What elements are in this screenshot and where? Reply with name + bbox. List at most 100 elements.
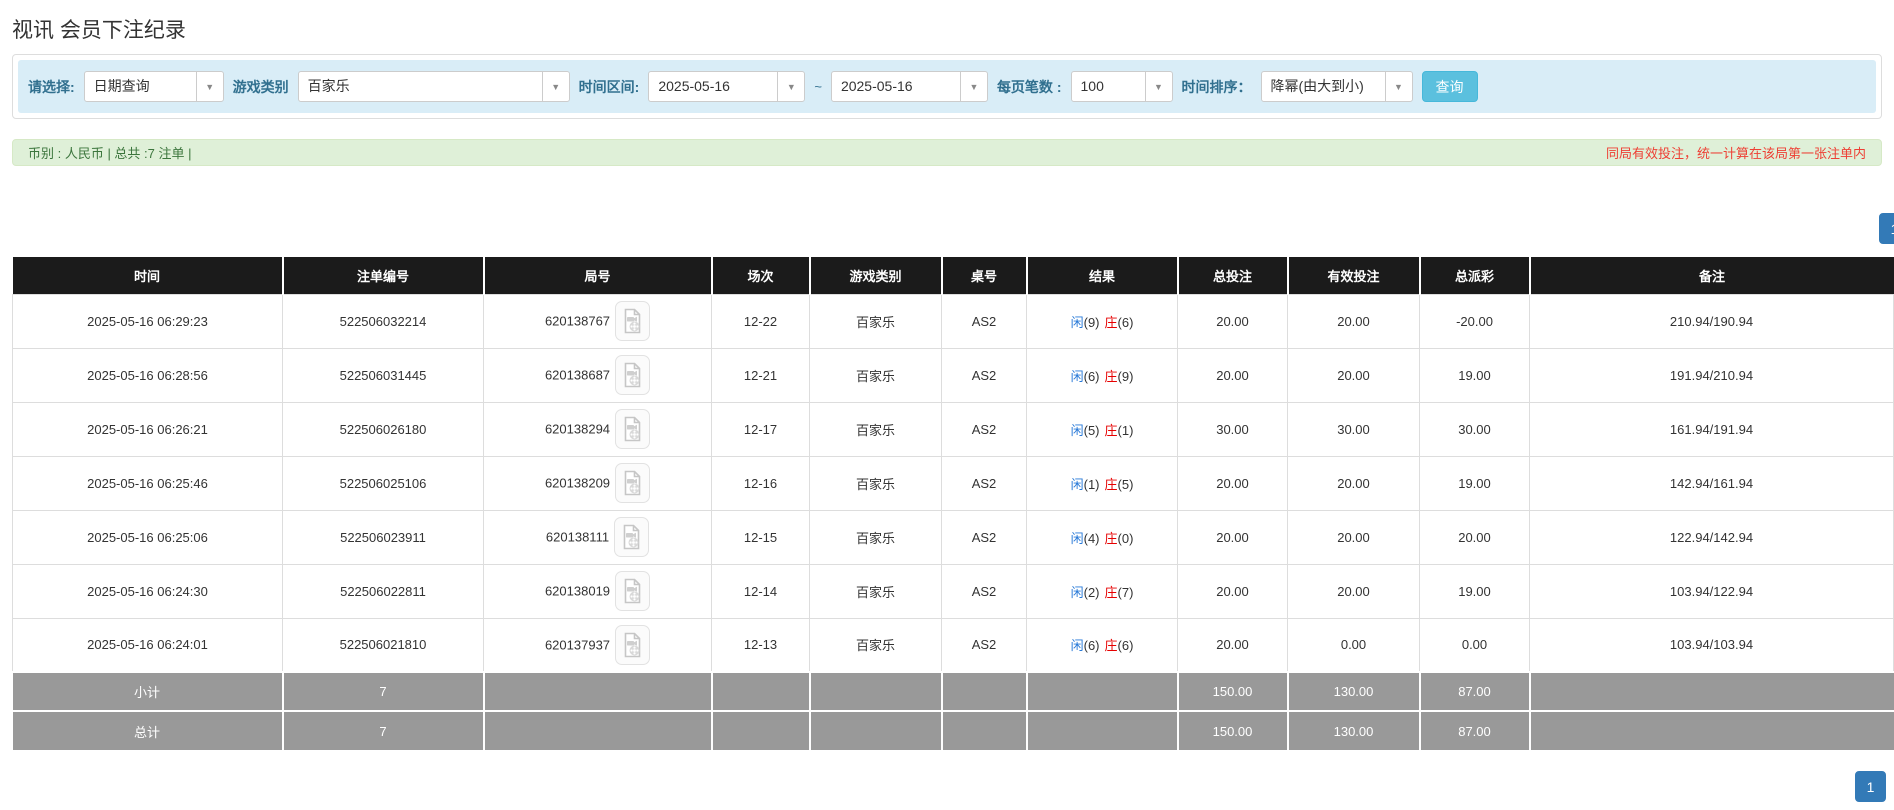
chevron-down-icon: ▼	[1144, 72, 1172, 101]
table-header-row: 时间 注单编号 局号 场次 游戏类别 桌号 结果 总投注 有效投注 总派彩 备注	[12, 257, 1894, 295]
table-row: 2025-05-16 06:25:06 522506023911 6201381…	[12, 509, 1894, 565]
payout-cell: 19.00	[1419, 347, 1530, 403]
banker-label: 庄	[1104, 584, 1118, 600]
total-label: 总计	[12, 710, 284, 750]
banker-label: 庄	[1104, 638, 1118, 654]
total-bet-cell: 20.00	[1177, 509, 1288, 565]
game-type-cell: 百家乐	[809, 347, 942, 403]
table-no-cell: AS2	[941, 293, 1027, 349]
player-score: (6)	[1083, 368, 1100, 384]
game-type-select[interactable]: 百家乐 ▼	[297, 71, 570, 102]
round-id-cell: 620138687	[483, 347, 712, 403]
total-bet-cell: 20.00	[1177, 617, 1288, 673]
player-label: 闲	[1070, 638, 1084, 654]
round-id-cell: 620138209	[483, 455, 712, 511]
video-replay-icon[interactable]	[615, 624, 651, 665]
date-to-value: 2025-05-16	[840, 78, 913, 94]
table-row: 2025-05-16 06:25:46 522506025106 6201382…	[12, 455, 1894, 511]
chevron-down-icon: ▼	[1384, 72, 1412, 101]
page-1-button[interactable]: 1	[1855, 771, 1886, 802]
video-replay-icon[interactable]	[615, 301, 651, 341]
video-replay-icon[interactable]	[615, 463, 651, 503]
valid-bet-cell: 20.00	[1287, 509, 1420, 565]
total-payout: 87.00	[1419, 710, 1531, 750]
query-type-label: 请选择:	[28, 78, 75, 95]
payout-cell: 19.00	[1419, 455, 1530, 511]
search-button[interactable]: 查询	[1421, 71, 1478, 102]
banker-score: (1)	[1117, 422, 1134, 438]
header-remark: 备注	[1529, 257, 1894, 295]
valid-bet-notice-text: 同局有效投注，统一计算在该局第一张注单内	[1605, 146, 1866, 161]
bet-id-cell: 522506022811	[282, 563, 484, 619]
remark-cell: 142.94/161.94	[1529, 455, 1894, 511]
table-no-cell: AS2	[941, 347, 1027, 403]
header-time: 时间	[12, 257, 284, 295]
header-session: 场次	[711, 257, 811, 295]
valid-bet-cell: 20.00	[1287, 293, 1420, 349]
player-label: 闲	[1070, 422, 1084, 438]
total-bet-cell: 20.00	[1177, 563, 1288, 619]
table-row: 2025-05-16 06:26:21 522506026180 6201382…	[12, 401, 1894, 457]
subtotal-label: 小计	[12, 671, 284, 711]
page-1-button[interactable]: 1	[1879, 213, 1894, 244]
bet-id-cell: 522506023911	[282, 509, 484, 565]
chevron-down-icon: ▼	[777, 72, 804, 101]
sort-order-value: 降幂(由大到小)	[1270, 78, 1364, 94]
sort-order-select[interactable]: 降幂(由大到小) ▼	[1260, 71, 1413, 102]
payout-cell: 20.00	[1419, 509, 1530, 565]
chevron-down-icon: ▼	[195, 72, 223, 101]
payout-cell: 30.00	[1419, 401, 1530, 457]
currency-summary-text: 币别 : 人民币 | 总共 :7 注单 |	[28, 146, 192, 161]
subtotal-valid-bet: 130.00	[1287, 671, 1421, 711]
banker-score: (0)	[1117, 530, 1134, 546]
total-bet-cell: 20.00	[1177, 347, 1288, 403]
bet-id-cell: 522506026180	[282, 401, 484, 457]
session-cell: 12-21	[711, 347, 810, 403]
game-type-label: 游戏类别	[232, 78, 289, 95]
video-replay-icon[interactable]	[615, 409, 651, 449]
table-no-cell: AS2	[941, 401, 1027, 457]
header-total-bet: 总投注	[1177, 257, 1289, 295]
result-cell: 闲(4) 庄(0)	[1026, 509, 1178, 565]
pagination-top: 1	[12, 213, 1894, 244]
total-count: 7	[282, 710, 485, 750]
header-valid-bet: 有效投注	[1287, 257, 1421, 295]
session-cell: 12-15	[711, 509, 810, 565]
date-from-select[interactable]: 2025-05-16 ▼	[648, 71, 806, 102]
video-replay-icon[interactable]	[615, 355, 651, 395]
total-total-bet: 150.00	[1177, 710, 1289, 750]
result-cell: 闲(9) 庄(6)	[1026, 293, 1178, 349]
table-no-cell: AS2	[941, 563, 1027, 619]
video-replay-icon[interactable]	[615, 571, 651, 611]
table-row: 2025-05-16 06:24:30 522506022811 6201380…	[12, 563, 1894, 619]
banker-label: 庄	[1104, 476, 1118, 492]
remark-cell: 103.94/103.94	[1529, 617, 1894, 673]
table-no-cell: AS2	[941, 455, 1027, 511]
page-title: 视讯 会员下注纪录	[12, 19, 186, 42]
banker-label: 庄	[1104, 368, 1118, 384]
game-type-value: 百家乐	[307, 78, 350, 94]
query-type-value: 日期查询	[93, 78, 150, 94]
per-page-label: 每页笔数 :	[996, 78, 1062, 95]
remark-cell: 161.94/191.94	[1529, 401, 1894, 457]
date-to-select[interactable]: 2025-05-16 ▼	[830, 71, 988, 102]
time-cell: 2025-05-16 06:24:01	[12, 617, 283, 673]
player-score: (9)	[1083, 314, 1100, 330]
bet-id-cell: 522506031445	[282, 347, 484, 403]
round-id-cell: 620138767	[483, 293, 712, 349]
subtotal-row: 小计 7 150.00 130.00 87.00	[12, 671, 1894, 711]
valid-bet-cell: 20.00	[1287, 563, 1420, 619]
filter-bar: 请选择: 日期查询 ▼ 游戏类别 百家乐 ▼ 时间区间: 2025-05-16 …	[18, 60, 1876, 113]
game-type-cell: 百家乐	[809, 563, 942, 619]
game-type-cell: 百家乐	[809, 293, 942, 349]
valid-bet-cell: 20.00	[1287, 455, 1420, 511]
query-type-select[interactable]: 日期查询 ▼	[83, 71, 224, 102]
per-page-select[interactable]: 100 ▼	[1070, 71, 1173, 102]
video-replay-icon[interactable]	[614, 517, 650, 557]
valid-bet-cell: 30.00	[1287, 401, 1420, 457]
bet-id-cell: 522506021810	[282, 617, 484, 673]
session-cell: 12-16	[711, 455, 810, 511]
table-row: 2025-05-16 06:24:01 522506021810 6201379…	[12, 617, 1894, 673]
remark-cell: 210.94/190.94	[1529, 293, 1894, 349]
banker-score: (7)	[1117, 584, 1134, 600]
